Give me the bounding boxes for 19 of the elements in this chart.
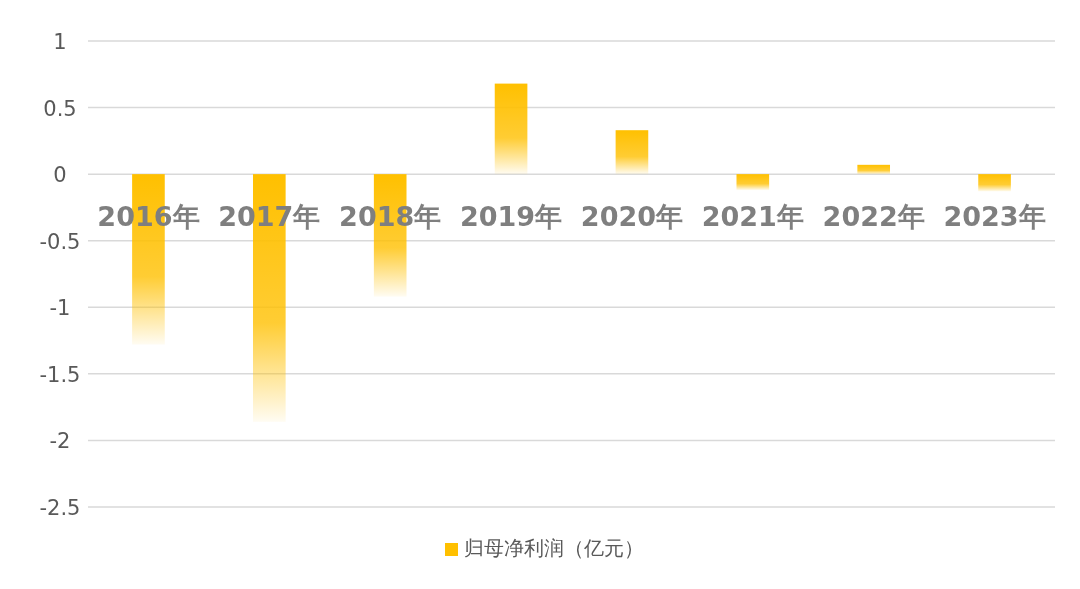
y-tick-label: 1 bbox=[53, 30, 67, 54]
y-tick-label: -0.5 bbox=[39, 229, 81, 254]
x-tick-label: 2019年 bbox=[459, 201, 563, 233]
bar bbox=[615, 130, 649, 175]
y-tick-label: -1.5 bbox=[39, 362, 81, 387]
x-tick-label: 2020年 bbox=[580, 201, 684, 233]
x-tick-label: 2021年 bbox=[701, 201, 804, 233]
y-tick-label: 0.5 bbox=[43, 96, 77, 121]
bar bbox=[736, 174, 770, 191]
legend-label: 归母净利润（亿元） bbox=[464, 536, 644, 560]
y-tick-label: -1 bbox=[49, 296, 71, 321]
bar bbox=[857, 164, 891, 175]
bar bbox=[978, 174, 1011, 192]
bar bbox=[494, 83, 528, 175]
y-tick-label: 0 bbox=[53, 163, 67, 188]
y-tick-label: -2.5 bbox=[39, 496, 81, 520]
x-tick-label: 2023年 bbox=[943, 201, 1046, 233]
y-tick-label: -2 bbox=[49, 429, 71, 454]
x-tick-label: 2022年 bbox=[822, 201, 925, 233]
